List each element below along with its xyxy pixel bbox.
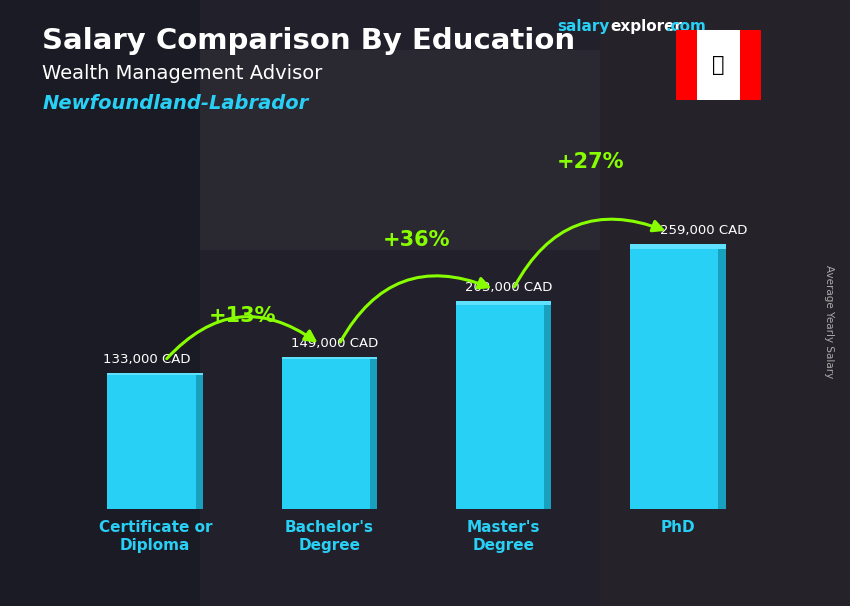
Bar [544,301,552,509]
Bar [456,301,552,305]
Bar [281,357,377,509]
Bar [196,373,203,509]
Text: Wealth Management Advisor: Wealth Management Advisor [42,64,323,82]
Bar [630,244,726,509]
Bar [630,244,726,249]
Text: 259,000 CAD: 259,000 CAD [660,224,748,237]
Bar [370,357,377,509]
Bar [281,357,377,359]
Bar [676,30,697,100]
Text: +27%: +27% [557,152,625,172]
Text: +36%: +36% [382,230,450,250]
Bar [456,301,552,509]
Text: .com: .com [666,19,706,35]
Bar [107,373,203,509]
Text: 🍁: 🍁 [712,55,724,75]
Bar [718,244,726,509]
Text: Salary Comparison By Education: Salary Comparison By Education [42,27,575,55]
Bar [740,30,761,100]
Text: Average Yearly Salary: Average Yearly Salary [824,265,834,378]
Bar [107,373,203,376]
Text: 149,000 CAD: 149,000 CAD [291,336,378,350]
Text: 203,000 CAD: 203,000 CAD [465,281,552,295]
Text: 133,000 CAD: 133,000 CAD [103,353,190,366]
Text: salary: salary [557,19,609,35]
Text: +13%: +13% [208,306,276,326]
Text: Newfoundland-Labrador: Newfoundland-Labrador [42,94,309,113]
Text: explorer: explorer [610,19,683,35]
